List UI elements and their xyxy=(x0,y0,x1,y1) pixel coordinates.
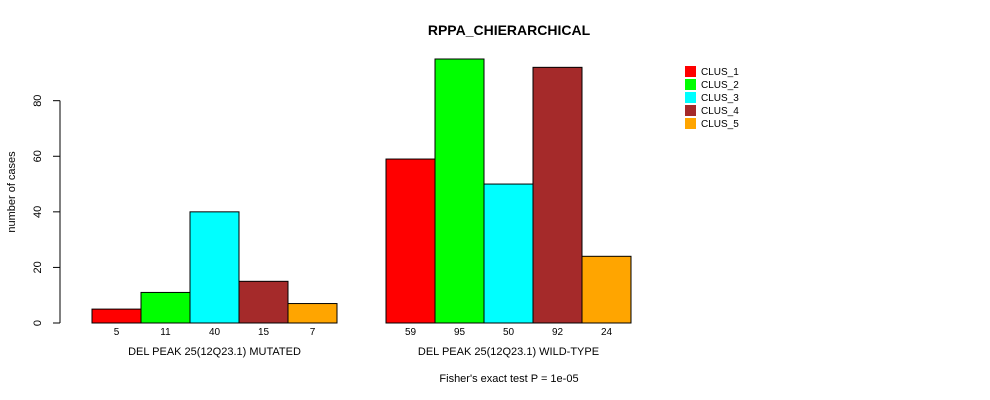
legend-swatch xyxy=(685,79,696,90)
legend: CLUS_1 CLUS_2 CLUS_3 CLUS_4 CLUS_5 xyxy=(685,66,739,130)
fisher-test-label: Fisher's exact test P = 1e-05 xyxy=(439,373,578,385)
count-label: 95 xyxy=(454,327,466,338)
count-label: 24 xyxy=(601,327,613,338)
bar-clus-4-group-2 xyxy=(532,66,583,324)
bar-clus-1-group-2 xyxy=(385,158,436,324)
count-label: 92 xyxy=(552,327,564,338)
y-axis: 0 20 40 60 80 xyxy=(32,95,61,326)
chart-title: RPPA_CHIERARCHICAL xyxy=(428,22,591,38)
bar-clus-3-group-2 xyxy=(483,183,534,324)
count-label: 50 xyxy=(503,327,515,338)
legend-swatch xyxy=(685,92,696,103)
count-label: 59 xyxy=(405,327,417,338)
bar-clus-2-group-1 xyxy=(140,291,191,324)
bar-clus-4-group-1 xyxy=(238,280,289,324)
y-axis-label: number of cases xyxy=(6,151,18,233)
y-tick-label: 80 xyxy=(32,95,44,107)
legend-label: CLUS_2 xyxy=(701,80,739,91)
legend-label: CLUS_5 xyxy=(701,119,739,130)
bar-clus-2-group-2 xyxy=(434,58,485,324)
count-label: 7 xyxy=(310,327,316,338)
y-tick-label: 20 xyxy=(32,261,44,273)
legend-label: CLUS_3 xyxy=(701,93,739,104)
y-tick-label: 60 xyxy=(32,150,44,162)
count-label: 15 xyxy=(258,327,270,338)
bar-clus-5-group-2 xyxy=(581,255,632,324)
y-tick-label: 0 xyxy=(32,320,44,326)
group-labels: DEL PEAK 25(12Q23.1) MUTATED DEL PEAK 25(… xyxy=(128,346,599,358)
y-tick-label: 40 xyxy=(32,206,44,218)
group-label-1: DEL PEAK 25(12Q23.1) MUTATED xyxy=(128,346,301,358)
bars xyxy=(91,58,632,324)
bar-clus-1-group-1 xyxy=(91,308,142,324)
count-label: 5 xyxy=(114,327,120,338)
legend-swatch xyxy=(685,66,696,77)
bar-clus-5-group-1 xyxy=(287,303,338,324)
legend-swatch xyxy=(685,105,696,116)
count-labels: 5 11 40 15 7 59 95 50 92 24 xyxy=(114,327,613,338)
count-label: 40 xyxy=(209,327,221,338)
legend-swatch xyxy=(685,118,696,129)
legend-label: CLUS_4 xyxy=(701,106,739,117)
group-label-2: DEL PEAK 25(12Q23.1) WILD-TYPE xyxy=(418,346,599,358)
count-label: 11 xyxy=(160,327,171,338)
legend-label: CLUS_1 xyxy=(701,67,739,78)
bar-clus-3-group-1 xyxy=(189,211,240,324)
